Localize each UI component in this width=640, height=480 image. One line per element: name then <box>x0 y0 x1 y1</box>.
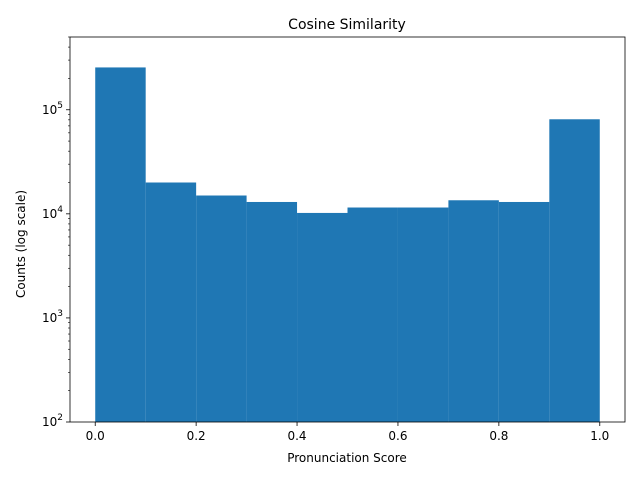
histogram-bar <box>549 119 600 423</box>
histogram-bar <box>246 201 298 422</box>
histogram-bar <box>95 67 146 422</box>
x-tick-label: 0.4 <box>287 429 306 443</box>
x-tick-label: 0.2 <box>187 429 206 443</box>
histogram-bar <box>498 201 550 422</box>
plot-frame <box>69 36 626 423</box>
histogram-bar <box>347 207 398 422</box>
x-tick-label: 0.6 <box>388 429 407 443</box>
x-tick-label: 0.0 <box>86 429 105 443</box>
y-tick-label: 102 <box>42 413 63 429</box>
y-tick-label: 103 <box>42 309 63 325</box>
x-tick-label: 0.8 <box>489 429 508 443</box>
histogram-bar <box>196 195 247 422</box>
axes-group: 0.0 0.2 0.4 0.6 0.8 1.0 102 103 104 105 <box>42 36 626 443</box>
histogram-bar <box>297 212 348 422</box>
bars-group <box>95 67 600 423</box>
histogram-bar <box>448 200 499 422</box>
x-axis-label: Pronunciation Score <box>287 451 407 465</box>
y-axis-label: Counts (log scale) <box>14 190 28 298</box>
chart-title: Cosine Similarity <box>288 17 406 33</box>
histogram-bar <box>145 182 197 422</box>
x-tick-label: 1.0 <box>590 429 609 443</box>
histogram-bar <box>397 207 449 422</box>
y-tick-label: 104 <box>42 205 63 221</box>
y-tick-label: 105 <box>42 101 63 117</box>
